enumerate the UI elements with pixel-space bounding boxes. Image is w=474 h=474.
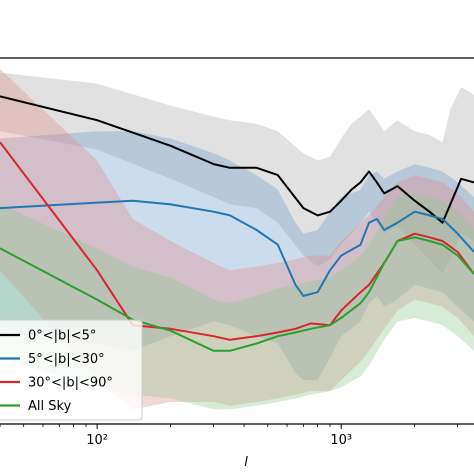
x-ticks: 10² 10³ [0, 424, 459, 448]
x-tick-label: 10³ [330, 433, 352, 448]
legend: 0°<|b|<5° 5°<|b|<30° 30°<|b|<90° All Sky [0, 319, 143, 421]
line-all-sky [0, 236, 474, 352]
legend-label: 0°<|b|<5° [28, 329, 96, 344]
line-5-b-30 [0, 199, 474, 297]
series-lines [0, 95, 474, 352]
line-0-b-5 [0, 95, 474, 224]
legend-label: 30°<|b|<90° [28, 376, 113, 391]
x-tick-label: 10² [86, 433, 108, 448]
band-0-b-5 [0, 72, 474, 274]
legend-box [0, 319, 143, 421]
x-axis-label: l [244, 455, 248, 470]
plot-frame [0, 57, 474, 425]
legend-label: 5°<|b|<30° [28, 352, 105, 367]
legend-label: All Sky [28, 399, 72, 414]
band-5-b-30 [0, 131, 474, 381]
